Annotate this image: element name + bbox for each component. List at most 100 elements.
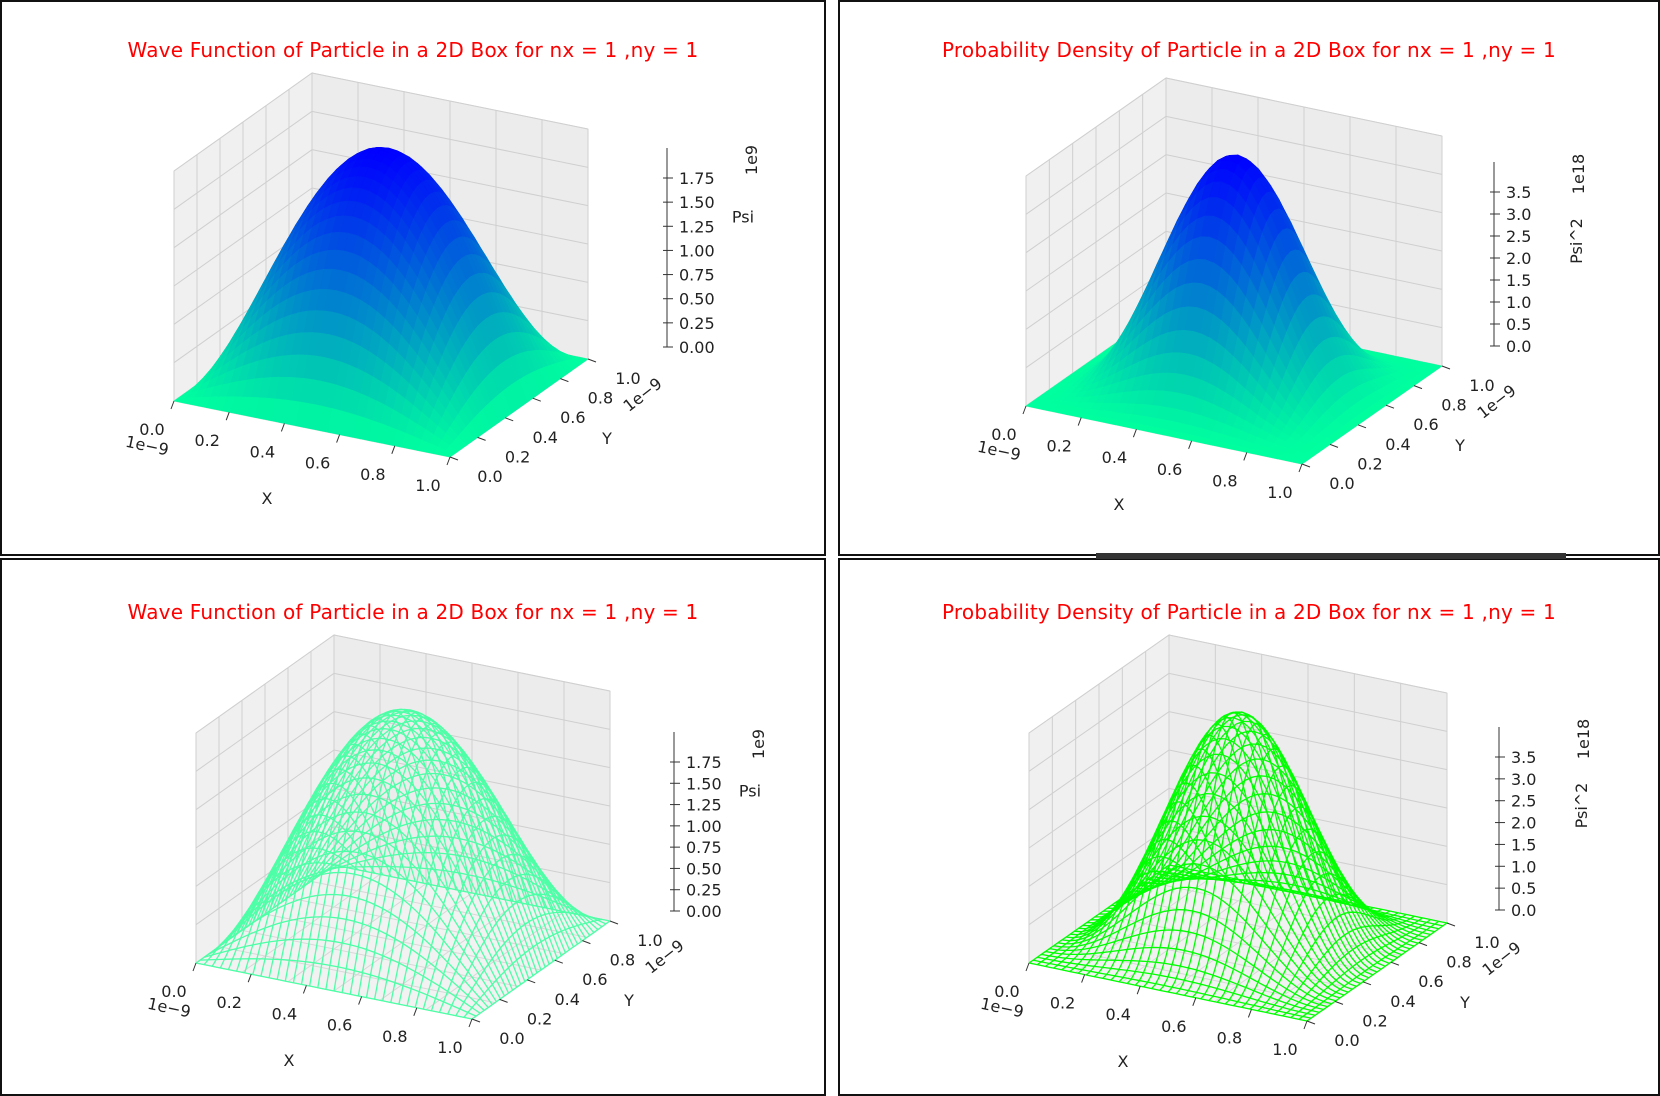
x-tick-label: 0.0 bbox=[161, 982, 186, 1001]
x-tick-label: 1.0 bbox=[437, 1038, 462, 1057]
z-tick-label: 1.5 bbox=[1511, 835, 1536, 854]
y-tick bbox=[1362, 981, 1372, 986]
surface-mesh bbox=[1028, 711, 1448, 1022]
z-tick-label: 1.5 bbox=[1506, 271, 1531, 290]
x-tick-label: 0.2 bbox=[1046, 437, 1071, 456]
y-tick bbox=[1418, 942, 1428, 947]
surface-plot-probability-density: 0.00.20.40.60.81.0 0.00.20.40.60.81.00.00… bbox=[976, 77, 1588, 514]
z-offset-label: 1e18 bbox=[1574, 719, 1593, 759]
y-tick-label: 0.0 bbox=[477, 467, 502, 486]
z-tick-label: 2.5 bbox=[1506, 227, 1531, 246]
z-tick-label: 1.75 bbox=[686, 753, 722, 772]
y-tick bbox=[1446, 922, 1456, 927]
x-tick-label: 0.6 bbox=[305, 454, 330, 473]
z-tick-label: 3.0 bbox=[1511, 770, 1536, 789]
wireframe-plot-wave-function: 0.00.20.40.60.81.0 0.00.20.40.60.81.00.00… bbox=[146, 634, 768, 1070]
x-tick bbox=[1081, 974, 1086, 983]
z-tick-label: 2.0 bbox=[1511, 814, 1536, 833]
z-tick-label: 0.0 bbox=[1506, 337, 1531, 356]
y-tick-label: 1.0 bbox=[1474, 933, 1499, 952]
surface-mesh bbox=[173, 147, 589, 458]
y-tick bbox=[587, 358, 597, 363]
y-axis-label: Y bbox=[601, 429, 612, 448]
x-tick-label: 0.8 bbox=[382, 1027, 407, 1046]
chart-panel-density-solid: Probability Density of Particle in a 2D … bbox=[838, 0, 1660, 556]
y-tick-label: 0.8 bbox=[610, 951, 635, 970]
x-tick-label: 0.4 bbox=[272, 1004, 297, 1023]
z-tick-label: 0.0 bbox=[1511, 901, 1536, 920]
chart-title: Probability Density of Particle in a 2D … bbox=[942, 600, 1556, 624]
chart-title: Wave Function of Particle in a 2D Box fo… bbox=[127, 38, 699, 62]
x-tick bbox=[1247, 1009, 1252, 1018]
x-tick-label: 0.6 bbox=[1161, 1017, 1186, 1036]
z-tick-label: 0.00 bbox=[679, 338, 715, 357]
z-tick-label: 3.5 bbox=[1506, 183, 1531, 202]
x-tick-label: 1.0 bbox=[415, 476, 440, 495]
y-tick bbox=[1441, 365, 1451, 370]
z-tick-label: 0.75 bbox=[679, 266, 715, 285]
grid-line bbox=[1168, 672, 1448, 732]
x-tick bbox=[1077, 417, 1082, 426]
y-tick-label: 0.4 bbox=[1385, 435, 1410, 454]
y-tick bbox=[1301, 463, 1311, 468]
x-tick bbox=[1303, 1020, 1308, 1030]
x-tick-label: 0.6 bbox=[327, 1016, 352, 1035]
grid-line bbox=[195, 672, 335, 772]
x-tick-label: 0.2 bbox=[216, 993, 241, 1012]
y-tick bbox=[532, 397, 541, 402]
grid-line bbox=[311, 110, 589, 168]
x-tick-label: 0.2 bbox=[194, 431, 219, 450]
z-axis-label: Psi bbox=[732, 208, 754, 227]
x-tick bbox=[280, 423, 285, 432]
y-tick-label: 0.2 bbox=[505, 447, 530, 466]
x-tick bbox=[358, 996, 363, 1005]
y-tick-label: 1.0 bbox=[637, 931, 662, 950]
grid-line bbox=[1168, 634, 1448, 694]
x-tick bbox=[1136, 986, 1141, 995]
x-tick-label: 0.8 bbox=[1212, 471, 1237, 490]
y-tick-label: 0.2 bbox=[1357, 454, 1382, 473]
y-tick bbox=[527, 979, 536, 984]
y-tick bbox=[1306, 1020, 1316, 1025]
x-axis-label: X bbox=[1118, 1052, 1129, 1071]
z-tick-label: 3.0 bbox=[1506, 205, 1531, 224]
y-tick bbox=[560, 378, 569, 383]
x-tick-label: 0.0 bbox=[139, 420, 164, 439]
y-tick-label: 0.6 bbox=[560, 408, 585, 427]
y-tick bbox=[477, 436, 486, 441]
z-tick-label: 1.0 bbox=[1511, 857, 1536, 876]
y-tick bbox=[1390, 961, 1400, 966]
grid-line bbox=[1165, 115, 1443, 175]
y-tick bbox=[499, 998, 508, 1003]
x-tick bbox=[1243, 452, 1248, 461]
x-tick-label: 0.0 bbox=[991, 425, 1016, 444]
z-tick-label: 2.5 bbox=[1511, 792, 1536, 811]
y-axis-label: Y bbox=[1454, 436, 1465, 455]
z-tick-label: 1.25 bbox=[686, 796, 722, 815]
y-tick-label: 0.0 bbox=[1329, 474, 1354, 493]
grid-line bbox=[1165, 77, 1443, 137]
y-tick bbox=[1357, 424, 1367, 429]
x-tick bbox=[1298, 463, 1303, 473]
z-tick-label: 3.5 bbox=[1511, 748, 1536, 767]
y-tick bbox=[1334, 1000, 1344, 1005]
x-axis-label: X bbox=[1114, 495, 1125, 514]
y-axis-label: Y bbox=[1459, 993, 1470, 1012]
y-tick bbox=[554, 959, 563, 964]
x-tick bbox=[302, 985, 307, 994]
chart-panel-wave-wire: Wave Function of Particle in a 2D Box fo… bbox=[0, 558, 826, 1096]
y-tick-label: 0.4 bbox=[1390, 992, 1415, 1011]
z-axis-label: Psi bbox=[739, 782, 761, 801]
x-tick-label: 0.6 bbox=[1157, 460, 1182, 479]
y-tick-label: 0.2 bbox=[1362, 1011, 1387, 1030]
z-tick-label: 0.00 bbox=[686, 902, 722, 921]
z-tick-label: 1.50 bbox=[686, 774, 722, 793]
grid-line bbox=[173, 110, 313, 210]
y-tick-label: 1.0 bbox=[1469, 376, 1494, 395]
chart-panel-wave-solid: Wave Function of Particle in a 2D Box fo… bbox=[0, 0, 826, 556]
y-tick-label: 0.2 bbox=[527, 1009, 552, 1028]
y-tick bbox=[449, 456, 459, 461]
y-tick-label: 0.0 bbox=[499, 1029, 524, 1048]
z-tick-label: 1.00 bbox=[686, 817, 722, 836]
z-axis-label: Psi^2 bbox=[1567, 218, 1586, 264]
